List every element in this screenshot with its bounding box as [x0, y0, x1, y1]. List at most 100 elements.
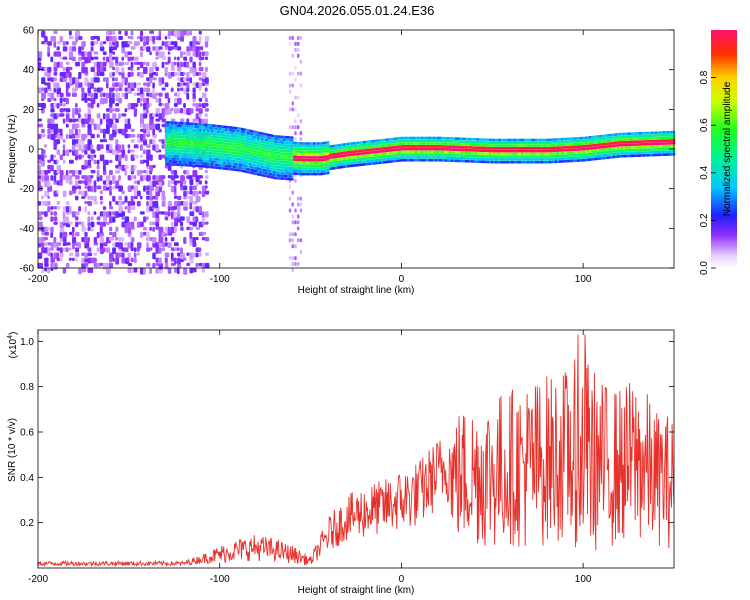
spectrogram-cell	[239, 135, 242, 139]
spectrogram-cell	[377, 158, 380, 162]
spectrogram-cell	[451, 142, 454, 146]
spectrogram-cell	[201, 153, 204, 157]
spectrogram-cell	[439, 153, 442, 157]
spectrogram-cell	[570, 159, 574, 163]
spectrogram-cell	[219, 164, 222, 167]
spectrogram-cell	[241, 141, 244, 145]
spectrogram-cell	[305, 153, 308, 156]
spectrogram-cell	[173, 149, 176, 152]
spectrogram-cell	[239, 160, 242, 164]
spectrogram-cell	[447, 156, 450, 160]
spectrogram-cell	[183, 155, 186, 159]
spectrogram-cell	[213, 124, 216, 128]
spectrogram-cell	[56, 82, 60, 89]
spectrogram-cell	[173, 30, 178, 38]
spectrogram-cell	[518, 149, 522, 153]
spectrogram-cell	[648, 148, 652, 151]
spectrogram-cell	[186, 30, 190, 37]
spectrogram-cell	[574, 137, 578, 140]
spectrogram-cell	[670, 141, 674, 145]
spectrogram-cell	[207, 134, 210, 138]
spectrogram-cell	[337, 160, 340, 164]
spectrogram-cell	[175, 121, 178, 125]
spectrogram-cell	[84, 200, 89, 205]
spectrogram-cell	[393, 157, 396, 160]
spectrogram-cell	[192, 170, 198, 177]
spectrogram-cell	[173, 160, 176, 163]
spectrogram-cell	[269, 161, 272, 165]
spectrogram-cell	[381, 141, 384, 145]
spectrogram-cell	[365, 160, 368, 163]
spectrogram-cell	[532, 141, 536, 145]
spectrogram-cell	[311, 156, 314, 159]
spectrogram-cell	[475, 143, 478, 147]
spectrogram-cell	[505, 158, 508, 161]
spectrogram-cell	[187, 122, 190, 125]
spectrogram-cell	[509, 160, 512, 164]
spectrogram-cell	[197, 131, 200, 134]
spectrogram-cell	[429, 158, 432, 162]
spectrogram-cell	[227, 128, 230, 132]
spectrogram-cell	[487, 157, 490, 161]
spectrogram-cell	[610, 150, 614, 153]
spectrogram-cell	[574, 151, 578, 154]
spectrogram-cell	[594, 157, 598, 161]
spectrogram-cell	[475, 160, 478, 163]
spectrogram-cell	[453, 156, 456, 160]
spectrogram-cell	[185, 133, 188, 136]
spectrogram-cell	[167, 108, 172, 115]
spectrogram-cell	[550, 146, 554, 150]
spectrogram-cell	[646, 142, 650, 146]
spectrogram-cell	[109, 170, 113, 175]
spectrogram-cell	[588, 149, 592, 153]
spectrogram-cell	[261, 146, 264, 149]
spectrogram-cell	[185, 152, 188, 156]
spectrogram-cell	[81, 268, 87, 273]
spectrogram-cell	[327, 143, 330, 147]
spectrogram-cell	[59, 154, 64, 161]
snr-ylabel: SNR (10 * v/v)	[7, 418, 18, 482]
spectrogram-cell	[149, 185, 155, 191]
spectrogram-cell	[203, 151, 206, 154]
spectrogram-cell	[576, 148, 580, 151]
spectrogram-cell	[289, 166, 292, 170]
spectrogram-cell	[576, 139, 580, 143]
spectrogram-cell	[255, 169, 258, 173]
spectrogram-cell	[241, 139, 244, 142]
spectrogram-cell	[433, 156, 436, 159]
spectrogram-cell	[215, 135, 218, 139]
spectrogram-cell	[183, 195, 187, 200]
spectrogram-cell	[654, 145, 658, 148]
spectrogram-cell	[219, 155, 222, 159]
spectrogram-cell	[271, 170, 274, 174]
spectrogram-cell	[155, 175, 159, 182]
spectrogram-cell	[606, 156, 610, 159]
spectrogram-cell	[393, 148, 396, 152]
spectrogram-cell	[503, 160, 506, 164]
spectrogram-cell	[542, 138, 546, 142]
spectrogram-cell	[237, 165, 240, 169]
spectrogram-cell	[155, 185, 159, 193]
spectrogram-cell	[375, 156, 378, 159]
spectrogram-cell	[652, 131, 656, 135]
spectrogram-cell	[75, 77, 80, 83]
spectrogram-cell	[171, 151, 174, 155]
spectrogram-cell	[229, 165, 232, 168]
spectrogram-cell	[437, 145, 440, 148]
spectrogram-cell	[257, 131, 260, 134]
spectrogram-cell	[109, 180, 113, 186]
spectrogram-cell	[47, 200, 51, 206]
spectrogram-cell	[50, 257, 55, 263]
spectrogram-cell	[189, 268, 194, 274]
spectrogram-cell	[65, 170, 69, 176]
spectrogram-cell	[227, 131, 230, 135]
spectrogram-cell	[203, 148, 206, 151]
spectrogram-cell	[538, 147, 542, 150]
spectrogram-cell	[152, 35, 155, 43]
spectrogram-cell	[277, 168, 280, 172]
spectrogram-cell	[221, 147, 224, 151]
spectrogram-cell	[425, 150, 428, 154]
spectrogram-cell	[255, 142, 258, 145]
spectrogram-cell	[475, 154, 478, 158]
spectrogram-cell	[201, 92, 207, 99]
